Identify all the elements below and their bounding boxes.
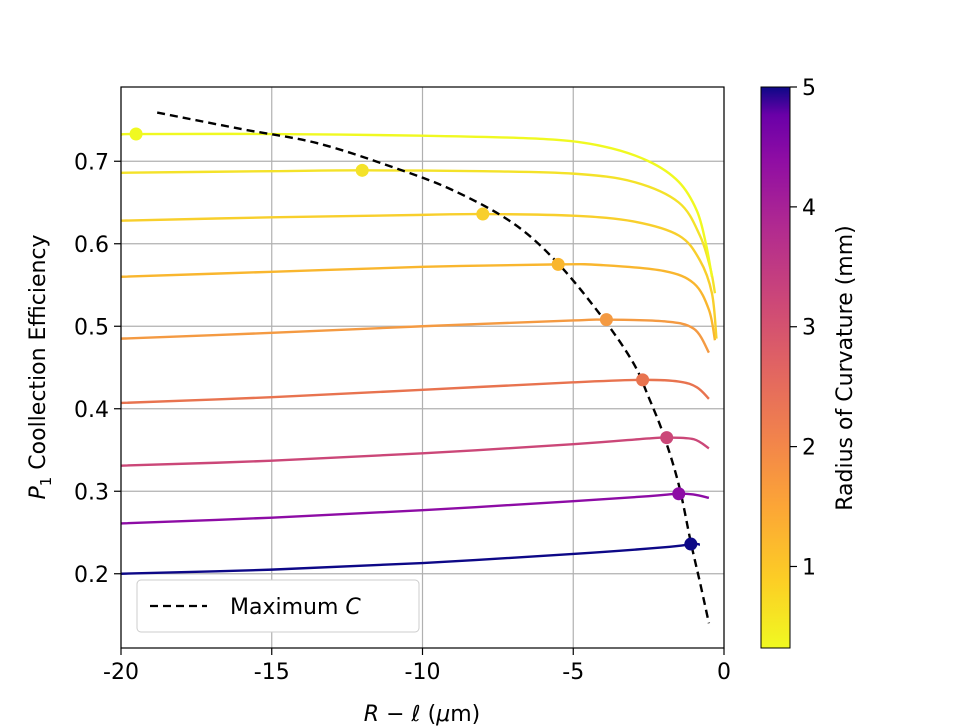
maximum-marker-8 bbox=[684, 537, 698, 551]
maximum-c-curve bbox=[156, 111, 711, 624]
x-tick-label-3: -5 bbox=[562, 660, 584, 685]
colorbar-gradient bbox=[760, 86, 791, 649]
series-line-1 bbox=[121, 492, 710, 525]
maximum-marker-5 bbox=[636, 373, 650, 387]
maximum-marker-7 bbox=[672, 487, 686, 501]
maximum-marker-6 bbox=[660, 431, 674, 445]
y-tick-label-5: 0.7 bbox=[74, 150, 109, 175]
y-tick-label-0: 0.2 bbox=[74, 563, 109, 588]
maximum-marker-0 bbox=[129, 127, 143, 141]
y-tick-label-3: 0.5 bbox=[74, 315, 109, 340]
series-line-2 bbox=[121, 436, 710, 467]
colorbar-tick-label-4: 5 bbox=[802, 76, 816, 101]
series-line-3 bbox=[121, 378, 710, 405]
y-tick-label-4: 0.6 bbox=[74, 233, 109, 258]
series-line-4 bbox=[121, 318, 710, 354]
colorbar-ticks: 1 2 3 4 5 bbox=[790, 76, 816, 580]
maximum-marker-1 bbox=[355, 163, 369, 177]
y-tick-label-2: 0.4 bbox=[74, 398, 109, 423]
colorbar: 1 2 3 4 5 Radius of Curvature (mm) bbox=[760, 76, 858, 649]
colorbar-tick-label-3: 4 bbox=[802, 196, 816, 221]
x-tick-label-2: -10 bbox=[405, 660, 441, 685]
series-line-0 bbox=[121, 542, 701, 575]
series-line-5 bbox=[121, 263, 717, 341]
colorbar-tick-label-0: 1 bbox=[802, 555, 816, 580]
maximum-markers bbox=[129, 127, 698, 551]
y-axis-label: P1 Coollection Efficiency bbox=[26, 234, 55, 499]
colorbar-label: Radius of Curvature (mm) bbox=[833, 225, 858, 511]
series-line-7 bbox=[121, 169, 717, 294]
legend-label: Maximum C bbox=[230, 595, 361, 620]
x-tick-label-0: -20 bbox=[103, 660, 139, 685]
y-tick-label-1: 0.3 bbox=[74, 480, 109, 505]
series-line-8 bbox=[121, 132, 714, 277]
legend-box bbox=[136, 579, 420, 633]
maximum-marker-2 bbox=[476, 207, 490, 221]
maximum-marker-4 bbox=[599, 313, 613, 327]
y-axis-ticks: 0.2 0.3 0.4 0.5 0.6 0.7 bbox=[74, 150, 121, 588]
x-tick-label-4: 0 bbox=[717, 660, 731, 685]
x-tick-label-1: -15 bbox=[254, 660, 290, 685]
efficiency-curves bbox=[121, 132, 718, 575]
series-line-6 bbox=[121, 212, 718, 339]
maximum-marker-3 bbox=[551, 257, 565, 271]
x-axis-label: R − ℓ (μm) bbox=[364, 702, 480, 727]
legend: Maximum C bbox=[136, 579, 420, 633]
maximum-c-curve-group bbox=[156, 111, 711, 624]
x-axis-ticks: -20 -15 -10 -5 0 bbox=[103, 648, 731, 685]
colorbar-tick-label-1: 2 bbox=[802, 436, 816, 461]
colorbar-tick-label-2: 3 bbox=[802, 316, 816, 341]
